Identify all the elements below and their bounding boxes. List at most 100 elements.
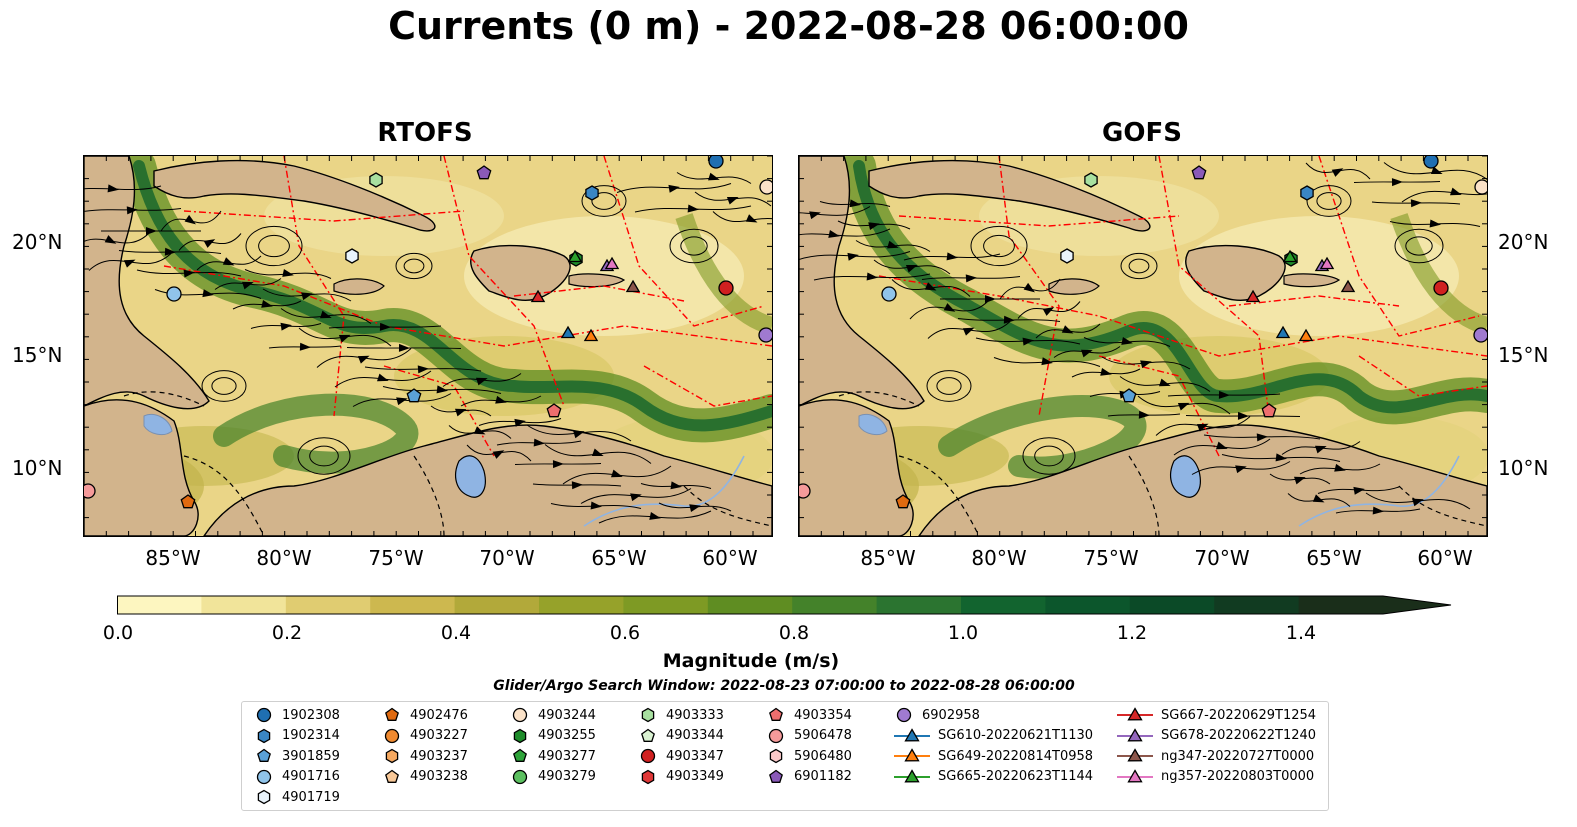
lon-tick-80w-right: 80°W bbox=[971, 546, 1027, 570]
legend-marker-icon bbox=[894, 727, 930, 742]
lat-tick-20n-right: 20°N bbox=[1498, 230, 1549, 254]
colorbar-tick: 1.2 bbox=[1116, 622, 1148, 644]
legend-item: 1902314 bbox=[254, 726, 340, 746]
colorbar-tick: 0.6 bbox=[609, 622, 641, 644]
legend-item: 4903354 bbox=[766, 705, 852, 725]
lat-tick-15n-left: 15°N bbox=[12, 343, 63, 367]
lon-tick-85w-left: 85°W bbox=[145, 546, 201, 570]
legend-marker-icon bbox=[640, 749, 656, 764]
legend-item: 4903255 bbox=[510, 726, 596, 746]
legend-label: 3901859 bbox=[282, 748, 340, 764]
legend-marker-icon bbox=[257, 748, 271, 763]
legend-marker-icon bbox=[641, 769, 655, 785]
legend-label: 4903237 bbox=[410, 748, 468, 764]
legend-label: 4903279 bbox=[538, 769, 596, 785]
legend-label: 4903255 bbox=[538, 728, 596, 744]
legend-item: SG610-20220621T1130 bbox=[894, 726, 1093, 746]
legend-label: 1902308 bbox=[282, 707, 340, 723]
legend-label: SG649-20220814T0958 bbox=[938, 748, 1094, 764]
figure-title: Currents (0 m) - 2022-08-28 06:00:00 bbox=[388, 4, 1189, 48]
legend-item: SG667-20220629T1254 bbox=[1117, 705, 1316, 725]
legend-item: 5906480 bbox=[766, 746, 852, 766]
legend-item: 4903238 bbox=[382, 767, 468, 787]
colorbar-tick: 0.2 bbox=[271, 622, 303, 644]
colorbar-tick: 0.0 bbox=[102, 622, 134, 644]
search-window-text: Glider/Argo Search Window: 2022-08-23 07… bbox=[493, 678, 1075, 694]
lon-tick-85w-right: 85°W bbox=[860, 546, 916, 570]
legend-item: SG649-20220814T0958 bbox=[894, 746, 1093, 766]
legend-label: 4903238 bbox=[410, 769, 468, 785]
lon-tick-75w-right: 75°W bbox=[1083, 546, 1139, 570]
legend-label: 4903244 bbox=[538, 707, 596, 723]
legend-label: 5906478 bbox=[794, 728, 852, 744]
legend-label: 4901716 bbox=[282, 769, 340, 785]
lon-tick-75w-left: 75°W bbox=[368, 546, 424, 570]
legend-marker-icon bbox=[641, 707, 655, 723]
legend-marker-icon bbox=[385, 769, 399, 783]
legend-marker-icon bbox=[894, 768, 930, 783]
legend-item: SG665-20220623T1144 bbox=[894, 767, 1093, 787]
legend-item: 1902308 bbox=[254, 705, 340, 725]
legend-item: 4903347 bbox=[638, 746, 724, 766]
legend-marker-icon bbox=[769, 707, 783, 721]
legend-label: SG667-20220629T1254 bbox=[1161, 707, 1317, 723]
legend-item: ng357-20220803T0000 bbox=[1117, 767, 1314, 787]
legend-item: 3901859 bbox=[254, 746, 340, 766]
colorbar-tick: 1.4 bbox=[1285, 622, 1317, 644]
legend-item: SG678-20220622T1240 bbox=[1117, 726, 1316, 746]
legend-item: 4903244 bbox=[510, 705, 596, 725]
map-canvas-rtofs bbox=[84, 156, 772, 536]
lat-tick-10n-left: 10°N bbox=[12, 456, 63, 480]
legend-marker-icon bbox=[769, 748, 783, 764]
map-gofs[interactable] bbox=[798, 155, 1488, 537]
lon-tick-60w-left: 60°W bbox=[702, 546, 758, 570]
legend-marker-icon bbox=[768, 728, 784, 743]
panel-title-rtofs: RTOFS bbox=[377, 118, 473, 148]
legend-marker-icon bbox=[257, 790, 271, 805]
legend-item: 4901716 bbox=[254, 767, 340, 787]
legend-label: 4903333 bbox=[666, 707, 724, 723]
legend-label: 5906480 bbox=[794, 748, 852, 764]
lat-tick-10n-right: 10°N bbox=[1498, 456, 1549, 480]
map-rtofs[interactable] bbox=[83, 155, 773, 537]
legend-label: 4901719 bbox=[282, 789, 340, 805]
legend-marker-icon bbox=[256, 769, 272, 784]
legend-marker-icon bbox=[512, 707, 528, 723]
colorbar bbox=[117, 595, 1452, 615]
map-canvas-gofs bbox=[799, 156, 1487, 536]
legend-marker-icon bbox=[256, 707, 272, 723]
legend-marker-icon bbox=[513, 748, 527, 763]
lat-tick-15n-right: 15°N bbox=[1498, 343, 1549, 367]
legend-label: 6901182 bbox=[794, 769, 852, 785]
legend-marker-icon bbox=[1117, 707, 1153, 721]
legend-marker-icon bbox=[896, 707, 912, 723]
legend-marker-icon bbox=[384, 728, 400, 743]
legend-label: 6902958 bbox=[922, 707, 980, 723]
legend-marker-icon bbox=[1117, 748, 1153, 762]
colorbar-label: Magnitude (m/s) bbox=[662, 650, 840, 672]
legend-label: ng347-20220727T0000 bbox=[1161, 748, 1315, 764]
legend-marker-icon bbox=[512, 769, 528, 784]
legend-label: 1902314 bbox=[282, 728, 340, 744]
legend-item: 5906478 bbox=[766, 726, 852, 746]
legend-label: 4903227 bbox=[410, 728, 468, 744]
legend-label: SG665-20220623T1144 bbox=[938, 769, 1094, 785]
legend-label: 4902476 bbox=[410, 707, 468, 723]
legend-marker-icon bbox=[769, 769, 783, 783]
lon-tick-65w-left: 65°W bbox=[591, 546, 647, 570]
legend-label: 4903349 bbox=[666, 769, 724, 785]
colorbar-tick: 0.8 bbox=[778, 622, 810, 644]
colorbar-tick: 0.4 bbox=[440, 622, 472, 644]
legend-marker-icon bbox=[641, 728, 655, 742]
colorbar-tick: 1.0 bbox=[947, 622, 979, 644]
legend-label: SG678-20220622T1240 bbox=[1161, 728, 1317, 744]
legend-item: 4903227 bbox=[382, 726, 468, 746]
legend-label: 4903354 bbox=[794, 707, 852, 723]
legend-marker-icon bbox=[513, 728, 527, 743]
legend-marker-icon bbox=[385, 707, 399, 721]
legend-item: 6901182 bbox=[766, 767, 852, 787]
legend-item: 4903237 bbox=[382, 746, 468, 766]
legend: 1902308 1902314 3901859 4901716 4901719 49024… bbox=[241, 701, 1329, 811]
legend-item: 4903277 bbox=[510, 746, 596, 766]
panel-title-gofs: GOFS bbox=[1102, 118, 1182, 148]
